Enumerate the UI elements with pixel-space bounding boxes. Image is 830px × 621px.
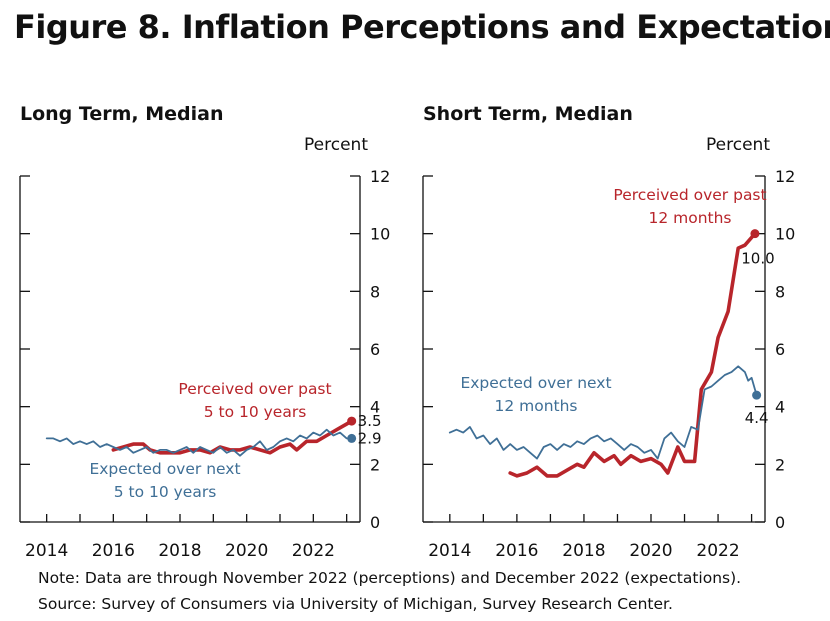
y-tick-label: 4 <box>775 398 785 417</box>
x-tick-label: 2018 <box>562 541 605 561</box>
short-term-panel: Short Term, Median Percent 0 2 4 6 8 10 12 2014 20… <box>422 103 795 561</box>
y-tick-label: 8 <box>775 282 785 301</box>
note-text: Note: Data are through November 2022 (pe… <box>38 569 742 587</box>
series-line-expected-over-next-12-months <box>448 365 758 460</box>
end-value-label: 4.4 <box>745 409 769 427</box>
y-tick-label: 6 <box>370 340 380 359</box>
y-tick-label: 4 <box>370 398 380 417</box>
series-label: Perceived over past <box>178 380 331 398</box>
y-tick-label: 2 <box>775 455 785 474</box>
series-label: Expected over next <box>89 460 240 478</box>
x-tick-label: 2018 <box>158 541 201 561</box>
series-end-point <box>750 229 760 239</box>
figure-title: Figure 8. Inflation Perceptions and Expe… <box>14 8 830 46</box>
long-term-panel: Long Term, Median Percent 0 2 4 6 8 10 12 2014 201… <box>19 103 390 561</box>
y-tick-label: 10 <box>370 225 390 244</box>
y-tick-label: 6 <box>775 340 785 359</box>
y-tick-label: 0 <box>370 513 380 532</box>
series-label: 12 months <box>494 397 577 415</box>
y-axis-unit-label: Percent <box>706 135 770 155</box>
source-text: Source: Survey of Consumers via Universi… <box>38 595 673 613</box>
series-label: 5 to 10 years <box>204 403 307 421</box>
series-label: Perceived over past <box>613 186 766 204</box>
x-tick-label: 2022 <box>696 541 739 561</box>
y-tick-label: 0 <box>775 513 785 532</box>
x-tick-label: 2020 <box>225 541 268 561</box>
end-value-label: 10.0 <box>741 250 774 268</box>
x-tick-label: 2020 <box>629 541 672 561</box>
y-tick-label: 2 <box>370 455 380 474</box>
panel-title: Long Term, Median <box>20 103 223 125</box>
series-label: 5 to 10 years <box>114 483 217 501</box>
series-end-point <box>752 390 762 400</box>
panel-title: Short Term, Median <box>423 103 633 125</box>
y-tick-label: 12 <box>370 167 390 186</box>
series-label: 12 months <box>648 209 731 227</box>
y-tick-label: 12 <box>775 167 795 186</box>
end-value-label: 3.5 <box>358 412 382 430</box>
series-line-expected-over-next-5-to-10-years <box>45 428 353 457</box>
y-tick-label: 8 <box>370 282 380 301</box>
series-end-point <box>347 433 357 443</box>
series-label: Expected over next <box>460 374 611 392</box>
series-line-perceived-over-past-12-months <box>508 231 757 478</box>
y-axis-unit-label: Percent <box>304 135 368 155</box>
x-tick-label: 2014 <box>428 541 471 561</box>
series-end-point <box>347 416 357 426</box>
x-tick-label: 2014 <box>25 541 68 561</box>
end-value-label: 2.9 <box>358 429 382 447</box>
x-tick-label: 2016 <box>92 541 135 561</box>
x-tick-label: 2016 <box>495 541 538 561</box>
y-tick-label: 10 <box>775 225 795 244</box>
x-tick-label: 2022 <box>292 541 335 561</box>
